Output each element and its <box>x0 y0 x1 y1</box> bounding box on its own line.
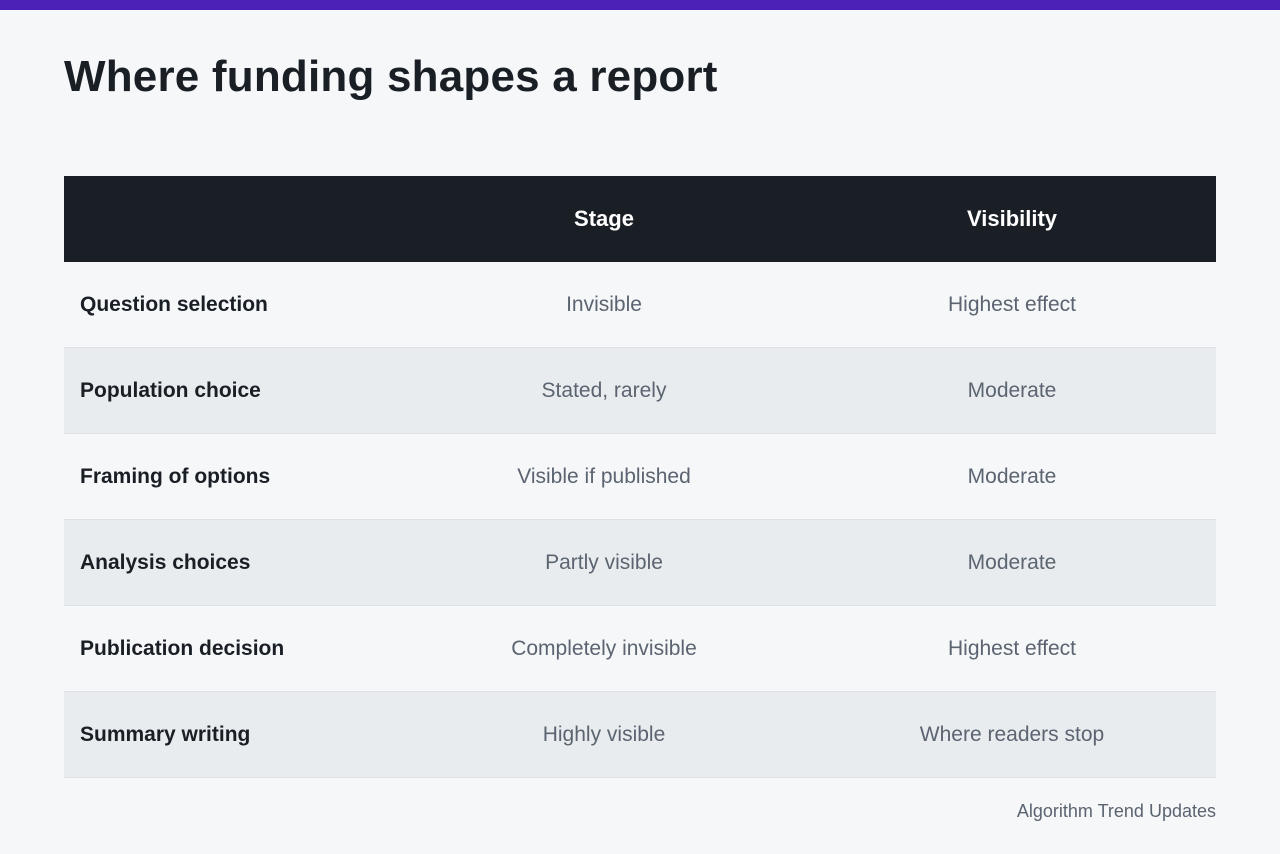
source-credit: Algorithm Trend Updates <box>1016 801 1216 821</box>
header-cell-visibility: Visibility <box>966 206 1058 231</box>
row-label: Framing of options <box>80 464 271 488</box>
row-visibility: Moderate <box>967 464 1057 488</box>
row-label: Population choice <box>80 378 261 402</box>
table-header-row: Stage Visibility <box>64 176 1216 262</box>
table-row: Analysis choices Partly visible Moderate <box>64 520 1216 606</box>
comparison-table: Stage Visibility Question selection Invi… <box>64 176 1216 778</box>
row-stage: Stated, rarely <box>541 378 667 402</box>
table-row: Question selection Invisible Highest eff… <box>64 262 1216 348</box>
page-title: Where funding shapes a report <box>64 52 718 101</box>
row-visibility: Highest effect <box>947 292 1077 316</box>
row-visibility: Moderate <box>967 378 1057 402</box>
row-label: Summary writing <box>80 722 251 746</box>
row-visibility: Highest effect <box>947 636 1077 660</box>
row-stage: Highly visible <box>542 722 666 746</box>
accent-bar <box>0 0 1280 10</box>
table-row: Framing of options Visible if published … <box>64 434 1216 520</box>
table-row: Population choice Stated, rarely Moderat… <box>64 348 1216 434</box>
table-row: Publication decision Completely invisibl… <box>64 606 1216 692</box>
row-label: Publication decision <box>80 636 285 660</box>
table-row: Summary writing Highly visible Where rea… <box>64 692 1216 778</box>
row-label: Analysis choices <box>80 550 251 574</box>
row-stage: Invisible <box>566 292 642 316</box>
row-stage: Partly visible <box>545 550 663 574</box>
row-stage: Visible if published <box>517 464 691 488</box>
row-label: Question selection <box>80 292 268 316</box>
row-stage: Completely invisible <box>511 636 697 660</box>
header-cell-stage: Stage <box>574 206 634 231</box>
row-visibility: Moderate <box>967 550 1057 574</box>
row-visibility: Where readers stop <box>919 722 1105 746</box>
